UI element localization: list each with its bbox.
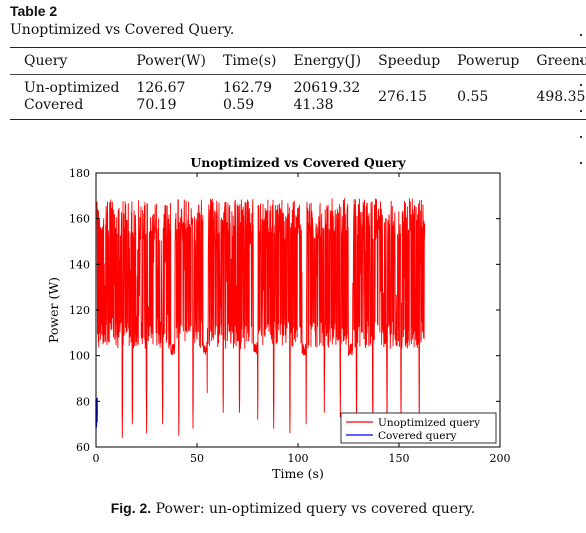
table-label: Table 2 (10, 3, 58, 19)
table-header-row: Query Power(W) Time(s) Energy(J) Speedup… (10, 47, 586, 75)
cell-time-unoptimized: 162.79 (222, 80, 272, 96)
col-header-powerup: Powerup (457, 53, 520, 69)
series-unoptimized-line (96, 198, 426, 438)
col-header-speedup: Speedup (378, 53, 441, 69)
x-tick-label: 50 (190, 452, 204, 465)
figure-label: Fig. 2. (110, 500, 152, 516)
x-tick-label: 200 (490, 452, 511, 465)
legend-label-covered: Covered query (378, 430, 457, 442)
page-edge-marks (572, 0, 586, 533)
y-axis-label: Power (W) (46, 277, 61, 343)
cell-energy: 20619.32 41.38 (281, 75, 366, 120)
cell-time-covered: 0.59 (222, 97, 255, 113)
cell-greenup: 498.35 (536, 88, 586, 105)
cell-power-unoptimized: 126.67 (136, 80, 186, 96)
x-tick-label: 150 (389, 452, 410, 465)
power-line-chart: 0 50 100 150 200 60 80 100 120 140 160 180 Unoptimiz… (46, 155, 511, 481)
y-tick-label: 140 (69, 258, 90, 271)
cell-time: 162.79 0.59 (211, 75, 281, 120)
legend-label-unoptimized: Unoptimized query (378, 417, 480, 429)
x-tick-label: 100 (288, 452, 309, 465)
y-tick-label: 100 (69, 350, 90, 363)
figure-caption-text: Power: un-optimized query vs covered que… (155, 501, 476, 517)
chart-title: Unoptimized vs Covered Query (190, 155, 406, 170)
cell-energy-unoptimized: 20619.32 (293, 80, 361, 96)
y-tick-label: 60 (76, 441, 90, 454)
cell-query-unoptimized: Un-optimized (24, 80, 120, 96)
col-header-power: Power(W) (136, 53, 206, 69)
col-header-time: Time(s) (222, 53, 277, 69)
table-row: Un-optimized Covered 126.67 70.19 162.79… (10, 75, 586, 120)
table-caption: Unoptimized vs Covered Query. (10, 22, 235, 38)
y-tick-label: 180 (69, 167, 90, 180)
y-tick-label: 120 (69, 304, 90, 317)
cell-query-covered: Covered (24, 97, 84, 113)
x-axis-label: Time (s) (272, 466, 324, 481)
cell-powerup: 0.55 (457, 88, 489, 105)
cell-power: 126.67 70.19 (124, 75, 211, 120)
x-tick-label: 0 (93, 452, 100, 465)
cell-query: Un-optimized Covered (10, 75, 124, 120)
results-table: Query Power(W) Time(s) Energy(J) Speedup… (10, 47, 586, 120)
y-tick-label: 80 (76, 395, 90, 408)
cell-power-covered: 70.19 (136, 97, 177, 113)
legend-box (340, 412, 497, 444)
y-tick-label: 160 (69, 213, 90, 226)
cell-energy-covered: 41.38 (293, 97, 334, 113)
cell-speedup: 276.15 (378, 88, 428, 105)
col-header-greenup: Greenup (536, 53, 586, 69)
figure-caption: Fig. 2. Power: un-optimized query vs cov… (0, 500, 586, 517)
col-header-query: Query (24, 53, 68, 69)
col-header-energy: Energy(J) (293, 53, 362, 69)
